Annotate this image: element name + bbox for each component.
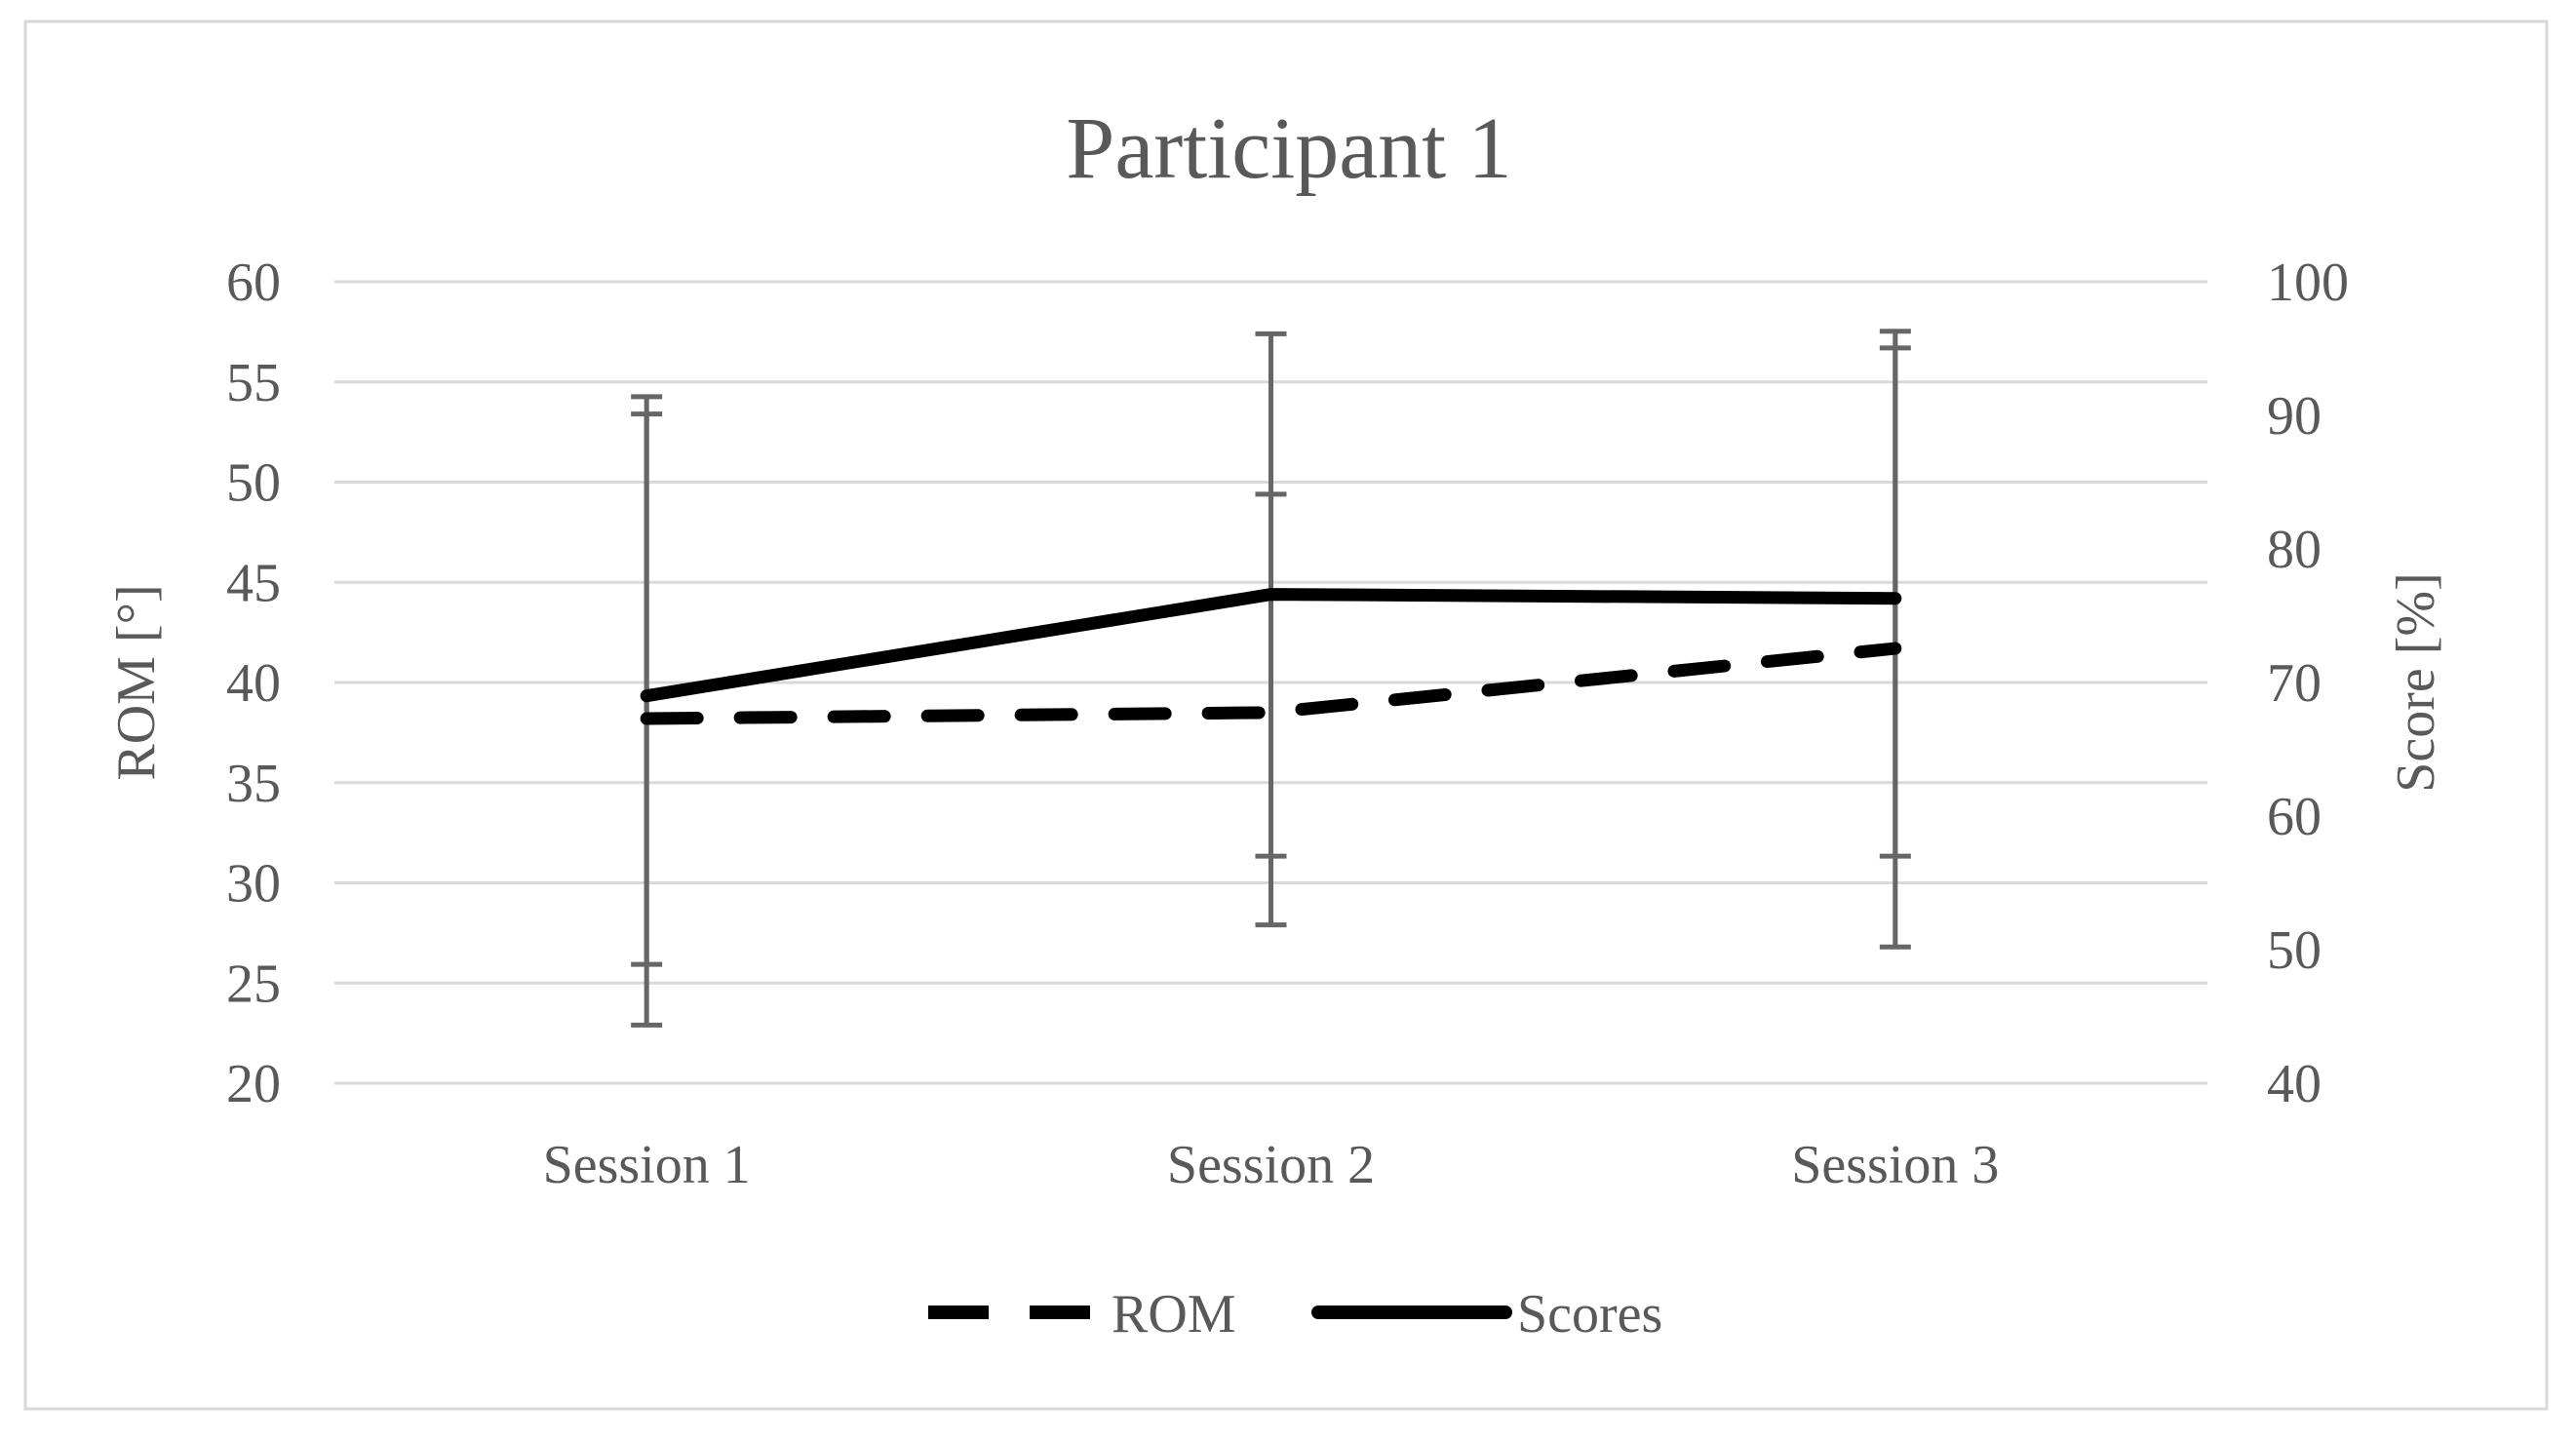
- rom-series-line: [640, 642, 1902, 725]
- x-axis-category-label: Session 3: [1791, 1135, 1999, 1195]
- left-axis-tick-label: 40: [226, 653, 281, 714]
- x-axis-category-labels: Session 1 Session 2 Session 3: [543, 1135, 2000, 1195]
- left-axis-tick-label: 50: [226, 453, 281, 514]
- left-axis-tick-label: 55: [226, 353, 281, 413]
- chart-title: Participant 1: [1066, 100, 1511, 197]
- left-axis-tick-label: 30: [226, 854, 281, 915]
- right-axis-tick-label: 80: [2267, 520, 2322, 580]
- left-axis-tick-labels: 60 55 50 45 40 35 30 25 20: [226, 253, 281, 1114]
- error-bars: [631, 329, 1911, 1028]
- left-axis-tick-label: 45: [226, 553, 281, 613]
- series-lines: [640, 588, 1902, 725]
- right-axis-title: Score [%]: [2386, 572, 2446, 792]
- right-axis-tick-labels: 100 90 80 70 60 50 40: [2267, 253, 2349, 1114]
- legend-rom-label: ROM: [1112, 1284, 1236, 1345]
- x-axis-category-label: Session 1: [543, 1135, 751, 1195]
- scores-series-line: [640, 588, 1902, 703]
- right-axis-tick-label: 100: [2267, 253, 2349, 313]
- left-axis-title: ROM [°]: [106, 584, 167, 780]
- right-axis-tick-label: 50: [2267, 920, 2322, 981]
- left-axis-tick-label: 20: [226, 1054, 281, 1114]
- x-axis-category-label: Session 2: [1167, 1135, 1375, 1195]
- legend-scores-label: Scores: [1517, 1284, 1662, 1345]
- right-axis-tick-label: 70: [2267, 653, 2322, 714]
- left-axis-tick-label: 60: [226, 253, 281, 313]
- right-axis-tick-label: 60: [2267, 787, 2322, 847]
- legend: ROM Scores: [928, 1284, 1662, 1345]
- left-axis-tick-label: 35: [226, 754, 281, 814]
- right-axis-tick-label: 90: [2267, 386, 2322, 447]
- left-axis-tick-label: 25: [226, 954, 281, 1014]
- figure-border: [23, 19, 2549, 1411]
- right-axis-tick-label: 40: [2267, 1054, 2322, 1114]
